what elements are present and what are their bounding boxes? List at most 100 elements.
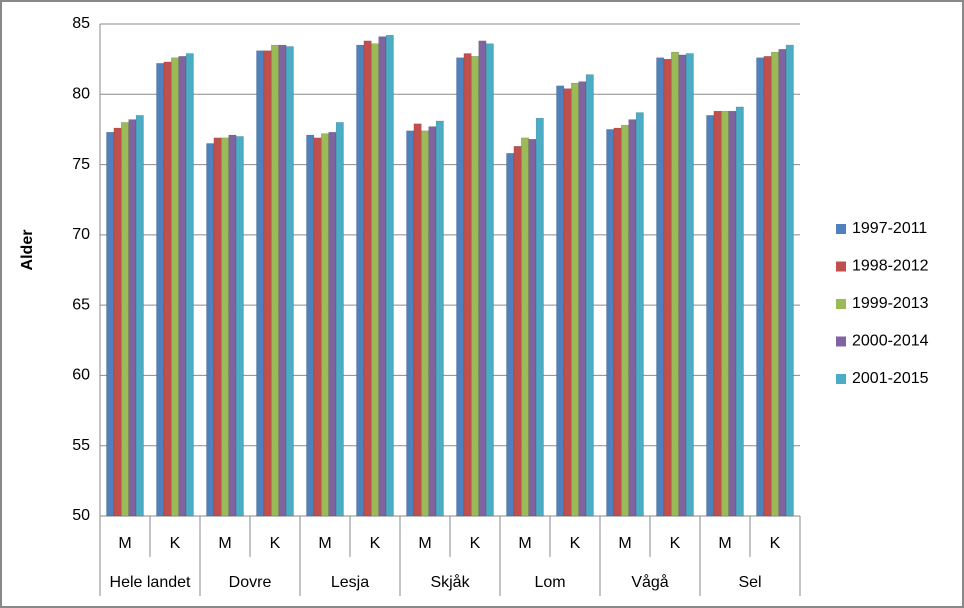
group-label: Sel [738, 574, 761, 591]
x-tick-label: K [770, 535, 781, 552]
bar [771, 51, 779, 517]
bar [506, 153, 515, 517]
bar [428, 126, 437, 517]
bar [585, 74, 594, 517]
bar [456, 57, 465, 517]
x-tick-label: M [218, 535, 231, 552]
y-tick-label: 60 [72, 367, 90, 384]
bar [163, 61, 172, 517]
bar [413, 123, 422, 517]
group-label: Vågå [631, 573, 668, 591]
group-label: Hele landet [110, 574, 192, 591]
bar [313, 137, 322, 517]
y-tick-label: 55 [72, 437, 90, 454]
x-tick-label: M [318, 535, 331, 552]
bar [421, 130, 429, 517]
bar [263, 50, 272, 517]
y-tick-label: 70 [72, 226, 90, 243]
bar [606, 129, 615, 517]
group-label: Lesja [331, 574, 369, 591]
legend-label: 2000-2014 [852, 333, 929, 350]
bar [113, 127, 122, 517]
group-label: Skjåk [430, 573, 470, 591]
x-tick-label: M [518, 535, 531, 552]
bar [378, 36, 387, 517]
y-tick-label: 75 [72, 156, 90, 173]
bar [485, 43, 494, 517]
bar [706, 115, 715, 517]
group-label: Dovre [229, 574, 272, 591]
bar [735, 106, 744, 517]
bar [228, 134, 237, 517]
bar [521, 137, 529, 517]
bar [613, 127, 622, 517]
bar [328, 131, 337, 517]
bar [756, 57, 765, 517]
x-tick-label: M [118, 535, 131, 552]
bar [685, 53, 694, 517]
bar [235, 136, 244, 517]
x-tick-label: K [470, 535, 481, 552]
bar [213, 137, 222, 517]
bar [528, 139, 537, 517]
y-tick-label: 50 [72, 507, 90, 524]
bar [406, 130, 415, 517]
bar [663, 58, 672, 517]
legend-label: 2001-2015 [852, 370, 929, 387]
bar [778, 49, 787, 517]
y-tick-label: 65 [72, 296, 90, 313]
legend-label: 1997-2011 [852, 220, 927, 237]
bar [256, 50, 265, 517]
bar [306, 134, 315, 517]
bar [713, 110, 722, 517]
x-tick-label: M [618, 535, 631, 552]
legend-swatch [836, 224, 846, 234]
bar [578, 81, 587, 517]
bar [221, 137, 229, 517]
x-tick-label: K [170, 535, 181, 552]
bar [628, 119, 637, 517]
legend-swatch [836, 261, 846, 272]
bar [721, 110, 729, 517]
bar [271, 44, 279, 517]
bar [121, 122, 129, 517]
bar [356, 44, 365, 517]
legend-label: 1998-2012 [852, 258, 929, 275]
bar [728, 110, 737, 517]
bar [206, 143, 215, 517]
bar [321, 133, 329, 517]
bar [185, 53, 194, 517]
bar [178, 56, 187, 517]
x-tick-label: K [370, 535, 381, 552]
legend-swatch [836, 336, 846, 347]
bar [171, 57, 179, 517]
bar [385, 34, 394, 517]
bar [571, 82, 579, 517]
x-tick-label: M [418, 535, 431, 552]
bar [556, 85, 565, 517]
bar [335, 122, 344, 517]
y-tick-label: 80 [72, 86, 90, 103]
bar [135, 115, 144, 517]
bar [621, 124, 629, 517]
bar [156, 63, 165, 517]
bar [128, 119, 137, 517]
bar [678, 54, 687, 517]
legend-swatch [836, 374, 846, 384]
y-axis-label: Alder [19, 230, 36, 271]
bar [535, 117, 544, 517]
bar [363, 40, 372, 517]
bar [463, 53, 472, 517]
bar [106, 131, 115, 517]
bar [278, 44, 287, 517]
y-tick-label: 85 [72, 15, 90, 32]
bar [435, 120, 444, 517]
bar [763, 56, 772, 517]
group-label: Lom [534, 574, 565, 591]
bar [471, 56, 479, 517]
bar [635, 112, 644, 517]
x-tick-label: M [718, 535, 731, 552]
bar [563, 88, 572, 517]
bar [285, 46, 294, 517]
